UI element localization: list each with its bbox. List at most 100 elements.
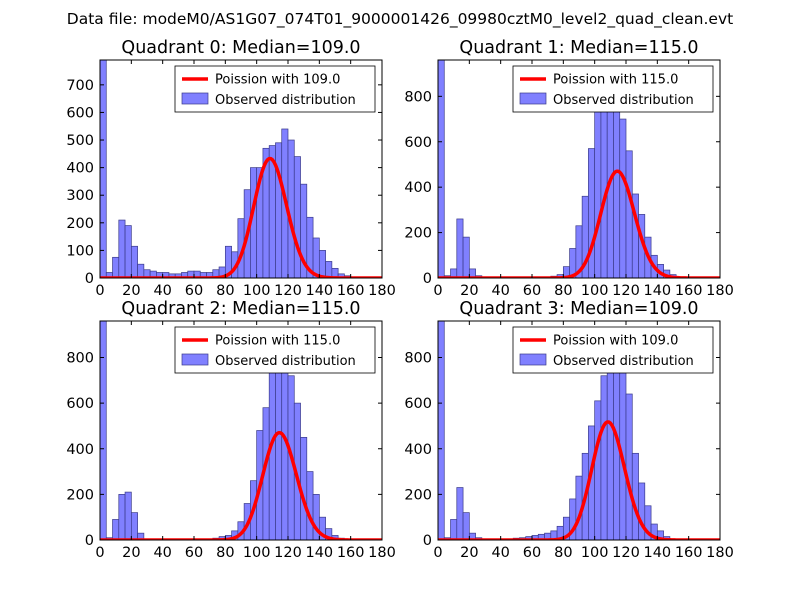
quadrant-3-bar — [600, 375, 608, 540]
quadrant-0-bar — [118, 219, 126, 278]
quadrant-0-bar — [325, 261, 333, 278]
x-tick-label: 180 — [706, 545, 734, 561]
x-tick-label: 180 — [368, 283, 396, 299]
quadrant-1-legend: Poission with 115.0 Observed distribution — [512, 65, 714, 113]
y-tick-label: 500 — [66, 133, 94, 149]
quadrant-2-bar — [130, 512, 138, 540]
x-tick-label: 20 — [122, 545, 140, 561]
x-tick-label: 20 — [122, 283, 140, 299]
quadrant-1-bar — [438, 60, 445, 278]
x-tick-label: 80 — [216, 545, 234, 561]
y-tick-label: 600 — [66, 396, 94, 412]
x-tick-label: 40 — [491, 545, 509, 561]
quadrant-1-bar — [619, 118, 627, 278]
quadrant-1-bar — [588, 148, 596, 278]
quadrant-2-bar — [112, 519, 120, 540]
x-tick-label: 120 — [612, 283, 640, 299]
x-tick-label: 180 — [706, 283, 734, 299]
quadrant-1-bar — [625, 150, 633, 278]
quadrant-2-bar — [124, 491, 132, 540]
legend-label: Observed distribution — [215, 354, 356, 369]
y-tick-label: 700 — [66, 78, 94, 94]
legend-label: Poission with 109.0 — [553, 334, 678, 349]
x-tick-label: 100 — [243, 545, 271, 561]
x-tick-label: 180 — [368, 545, 396, 561]
x-tick-label: 140 — [305, 283, 333, 299]
x-tick-label: 120 — [274, 545, 302, 561]
quadrant-0-bar — [318, 250, 326, 278]
quadrant-1-poisson-line — [438, 169, 720, 278]
quadrant-3-bar — [438, 321, 445, 540]
x-tick-label: 40 — [491, 283, 509, 299]
y-tick-label: 200 — [404, 487, 432, 503]
y-tick-label: 0 — [85, 533, 94, 549]
x-tick-label: 120 — [612, 545, 640, 561]
y-tick-label: 400 — [404, 180, 432, 196]
x-tick-label: 40 — [153, 283, 171, 299]
quadrant-0-bar — [112, 256, 120, 278]
y-tick-label: 600 — [66, 105, 94, 121]
quadrant-2-poisson-line — [100, 430, 382, 540]
x-tick-label: 20 — [460, 545, 478, 561]
x-tick-label: 100 — [581, 545, 609, 561]
quadrant-1-bar — [594, 105, 602, 278]
legend-label: Observed distribution — [553, 93, 694, 108]
quadrant-0-axes-frame — [99, 59, 383, 279]
x-tick-label: 0 — [433, 545, 442, 561]
quadrant-3-bar — [462, 512, 470, 540]
y-tick-label: 200 — [66, 216, 94, 232]
x-tick-label: 20 — [460, 283, 478, 299]
legend-bar-swatch — [519, 353, 547, 366]
x-tick-label: 140 — [643, 283, 671, 299]
quadrant-3-legend: Poission with 109.0 Observed distribution — [512, 326, 714, 374]
x-tick-label: 60 — [523, 545, 541, 561]
x-tick-label: 120 — [274, 283, 302, 299]
quadrant-3-bar — [638, 482, 646, 540]
x-tick-label: 60 — [523, 283, 541, 299]
y-tick-label: 200 — [404, 226, 432, 242]
x-tick-label: 60 — [185, 283, 203, 299]
y-tick-label: 800 — [66, 351, 94, 367]
quadrant-3-bar — [456, 487, 464, 540]
x-tick-label: 80 — [554, 545, 572, 561]
y-tick-label: 400 — [66, 442, 94, 458]
x-tick-label: 160 — [337, 545, 365, 561]
quadrant-0-bar — [137, 263, 145, 278]
y-tick-label: 400 — [404, 442, 432, 458]
quadrant-0-poisson-line — [100, 156, 382, 278]
y-tick-label: 100 — [66, 243, 94, 259]
y-tick-label: 200 — [66, 487, 94, 503]
quadrant-1-bar — [462, 236, 470, 278]
quadrant-3-bar — [625, 393, 633, 540]
quadrant-1-bar — [456, 218, 464, 278]
quadrant-3-bar — [594, 400, 602, 540]
legend-label: Poission with 109.0 — [215, 73, 340, 88]
quadrant-2-bar — [306, 471, 314, 540]
x-tick-label: 160 — [337, 283, 365, 299]
x-tick-label: 160 — [675, 545, 703, 561]
quadrant-0-bar — [100, 60, 107, 278]
y-tick-label: 600 — [404, 396, 432, 412]
legend-bar-swatch — [181, 353, 209, 366]
quadrant-0-chart: Quadrant 0: Median=109.00 20 40 60 80 100 120 1… — [66, 38, 396, 299]
y-tick-label: 400 — [66, 161, 94, 177]
quadrant-2-legend: Poission with 115.0 Observed distribution — [174, 326, 376, 374]
quadrant-3-bar — [656, 530, 664, 540]
quadrant-3-title: Quadrant 3: Median=109.0 — [459, 299, 698, 319]
quadrant-2-bar — [118, 494, 126, 540]
quadrant-2-chart: Quadrant 2: Median=115.00 20 40 60 80 100 120 1… — [66, 299, 396, 561]
legend-label: Poission with 115.0 — [215, 334, 340, 349]
x-tick-label: 100 — [243, 283, 271, 299]
x-tick-label: 0 — [433, 283, 442, 299]
y-tick-label: 0 — [423, 533, 432, 549]
x-tick-label: 60 — [185, 545, 203, 561]
quadrant-3-axes-frame — [437, 320, 721, 541]
x-tick-label: 0 — [95, 545, 104, 561]
legend-label: Poission with 115.0 — [553, 73, 678, 88]
y-tick-label: 600 — [404, 135, 432, 151]
y-tick-label: 0 — [85, 271, 94, 287]
quadrant-0-title: Quadrant 0: Median=109.0 — [121, 38, 360, 58]
x-tick-label: 40 — [153, 545, 171, 561]
quadrant-1-axes-frame — [437, 59, 721, 279]
